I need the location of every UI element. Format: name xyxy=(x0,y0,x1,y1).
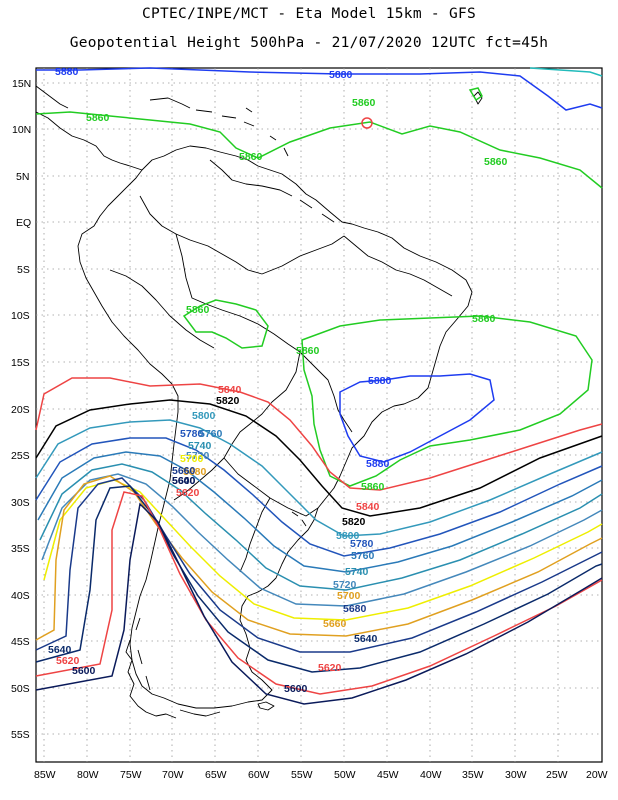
lon-tick: 85W xyxy=(34,769,56,781)
contour-label: 5700 xyxy=(337,590,361,602)
south-america xyxy=(77,145,473,709)
lat-tick: 30S xyxy=(11,497,30,509)
contour-label: 5880 xyxy=(368,375,392,387)
contour-label: 5860 xyxy=(296,345,320,357)
lat-tick: 5N xyxy=(16,171,29,183)
contour-labels: 5880 5880 5860 5860 5860 5860 5860 5860 … xyxy=(48,66,508,695)
coastlines-borders xyxy=(35,85,483,719)
lat-tick: 10S xyxy=(11,310,30,322)
lon-tick: 65W xyxy=(205,769,227,781)
contour-label: 5660 xyxy=(323,618,347,630)
contour-label: 5640 xyxy=(354,633,378,645)
contour-label: 5620 xyxy=(318,662,342,674)
lon-tick: 30W xyxy=(505,769,527,781)
contour-5880-inner xyxy=(339,373,495,463)
contour-5880-north xyxy=(36,67,603,111)
contour-label: 5780 xyxy=(350,538,374,550)
lat-tick: 25S xyxy=(11,450,30,462)
lat-tick: EQ xyxy=(16,217,31,229)
lat-tick: 50S xyxy=(11,683,30,695)
contour-5860-ridge xyxy=(301,315,593,487)
lon-tick: 20W xyxy=(586,769,608,781)
map-frame xyxy=(35,67,603,763)
latitude-labels: 15N 10N 5N EQ 5S 10S 15S 20S 25S 30S 35S… xyxy=(11,78,31,741)
contour-label: 5740 xyxy=(188,440,212,452)
contour-5840 xyxy=(35,377,603,491)
geopotential-contours xyxy=(35,67,603,705)
contour-label: 5800 xyxy=(336,530,360,542)
contour-label: 5760 xyxy=(199,428,223,440)
lon-tick: 70W xyxy=(162,769,184,781)
lat-tick: 40S xyxy=(11,590,30,602)
contour-label: 5860 xyxy=(361,481,385,493)
contour-label: 5640 xyxy=(172,475,196,487)
contour-label: 5880 xyxy=(55,66,79,78)
contour-label: 5600 xyxy=(72,665,96,677)
contour-label: 5700 xyxy=(180,453,204,465)
lon-tick: 55W xyxy=(291,769,313,781)
contour-label: 5860 xyxy=(239,151,263,163)
contour-label: 5840 xyxy=(218,384,242,396)
contour-label: 5680 xyxy=(183,466,207,478)
lat-tick: 5S xyxy=(17,264,30,276)
lat-tick: 15N xyxy=(12,78,31,90)
title-block: CPTEC/INPE/MCT - Eta Model 15km - GFS Ge… xyxy=(0,0,618,60)
contour-label: 5680 xyxy=(343,603,367,615)
lon-tick: 60W xyxy=(248,769,270,781)
lat-tick: 45S xyxy=(11,636,30,648)
central-america xyxy=(35,111,143,171)
contour-label: 5780 xyxy=(180,428,204,440)
contour-label: 5620 xyxy=(176,487,200,499)
contour-5820 xyxy=(35,399,603,517)
contour-label: 5860 xyxy=(186,304,210,316)
contour-label: 5880 xyxy=(329,69,353,81)
contour-label: 5860 xyxy=(352,97,376,109)
contour-label: 5720 xyxy=(186,450,210,462)
lon-tick: 35W xyxy=(462,769,484,781)
contour-label: 5740 xyxy=(345,566,369,578)
contour-label: 5760 xyxy=(351,550,375,562)
contour-label: 5600 xyxy=(172,475,196,487)
map-title: CPTEC/INPE/MCT - Eta Model 15km - GFS xyxy=(141,6,477,22)
contour-label: 5720 xyxy=(333,579,357,591)
lat-tick: 55S xyxy=(11,729,30,741)
contour-label: 5820 xyxy=(216,395,240,407)
map-subtitle: Geopotential Height 500hPa - 21/07/2020 … xyxy=(69,35,549,51)
contour-label: 5660 xyxy=(172,465,196,477)
lon-tick: 45W xyxy=(377,769,399,781)
contour-label: 5800 xyxy=(192,410,216,422)
longitude-labels: 85W 80W 75W 70W 65W 60W 55W 50W 45W 40W … xyxy=(34,769,608,781)
contour-label: 5640 xyxy=(48,644,72,656)
contour-5860-loop xyxy=(182,299,269,349)
contour-label: 5860 xyxy=(86,112,110,124)
contour-label: 5620 xyxy=(56,655,80,667)
lat-tick: 10N xyxy=(12,124,31,136)
lat-tick: 20S xyxy=(11,404,30,416)
contour-label: 5860 xyxy=(484,156,508,168)
contour-label: 5860 xyxy=(472,313,496,325)
contour-label: 5600 xyxy=(284,683,308,695)
contour-label: 5840 xyxy=(356,501,380,513)
lon-tick: 50W xyxy=(334,769,356,781)
lon-tick: 80W xyxy=(77,769,99,781)
lon-tick: 40W xyxy=(420,769,442,781)
lat-tick: 35S xyxy=(11,543,30,555)
lon-tick: 25W xyxy=(546,769,568,781)
lon-tick: 75W xyxy=(120,769,142,781)
contour-5860-north xyxy=(35,111,603,189)
contour-label: 5880 xyxy=(366,458,390,470)
lat-tick: 15S xyxy=(11,357,30,369)
contour-label: 5820 xyxy=(342,516,366,528)
